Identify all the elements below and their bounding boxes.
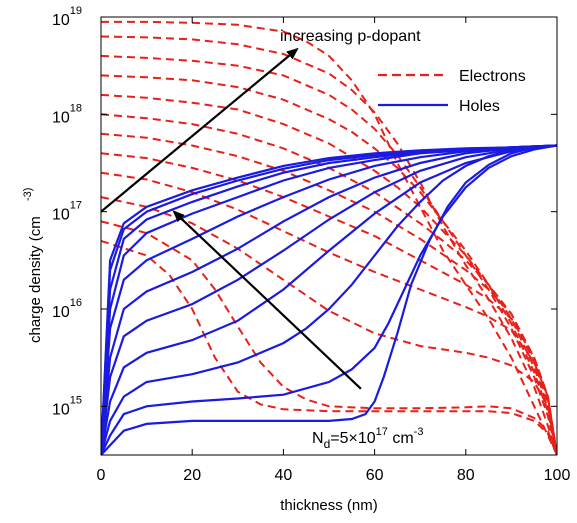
legend-holes-label: Holes [459,98,500,115]
x-tick-label-100: 100 [544,467,571,484]
y-axis-title-exponent: -3) [22,188,34,201]
hole-curve-10 [101,144,557,455]
y-tick-label-18: 1018 [52,102,82,126]
electron-curve-11 [101,220,557,455]
x-axis-title: thickness (nm) [280,497,378,514]
doping-annotation-exp: 17 [376,426,388,438]
y-tick-label-17: 1017 [52,200,82,224]
doping-annotation-n: N [312,430,324,447]
hole-series-group [101,144,557,455]
electron-curve-12 [101,239,557,455]
x-tick-label-0: 0 [97,467,106,484]
electron-curve-4 [101,74,557,455]
hole-curve-8 [101,144,557,455]
y-tick-label-19: 1019 [52,5,82,29]
doping-annotation-value: =5×10 [330,430,375,447]
p-dopant-annotation: increasing p-dopant [280,28,421,45]
electron-curve-8 [101,152,557,455]
annotation-arrow-1 [100,47,299,213]
doping-annotation-unit-exp: -3 [414,426,424,438]
y-axis-title: charge density (cm -3) [22,188,44,343]
hole-curve-11 [101,144,557,455]
y-axis-title-text: charge density (cm [27,216,44,343]
hole-curve-6 [101,144,557,455]
doping-annotation-sub: d [324,437,331,451]
plot-frame [100,16,558,456]
doping-annotation: Nd=5×1017 cm-3 [312,426,423,451]
arrow-group [100,47,362,390]
electron-curve-10 [101,196,557,455]
electron-curve-5 [101,93,557,455]
x-tick-label-60: 60 [366,467,384,484]
legend-electrons-label: Electrons [459,68,526,85]
y-tick-label-16: 1016 [52,297,82,321]
x-tick-label-40: 40 [275,467,293,484]
electron-curve-6 [101,113,557,455]
electron-curve-9 [101,171,557,455]
annotation-arrow-2 [172,210,362,390]
hole-curve-7 [101,144,557,455]
doping-annotation-unit: cm [388,430,414,447]
tick-group: 0 20 40 60 80 100 1015 1016 1017 1018 1019 [52,5,570,484]
x-tick-label-80: 80 [457,467,475,484]
hole-curve-5 [101,144,557,455]
x-tick-label-20: 20 [183,467,201,484]
y-tick-label-15: 1015 [52,394,82,418]
legend: Electrons Holes [378,68,526,115]
electron-curve-2 [101,35,557,455]
hole-curve-9 [101,144,557,455]
